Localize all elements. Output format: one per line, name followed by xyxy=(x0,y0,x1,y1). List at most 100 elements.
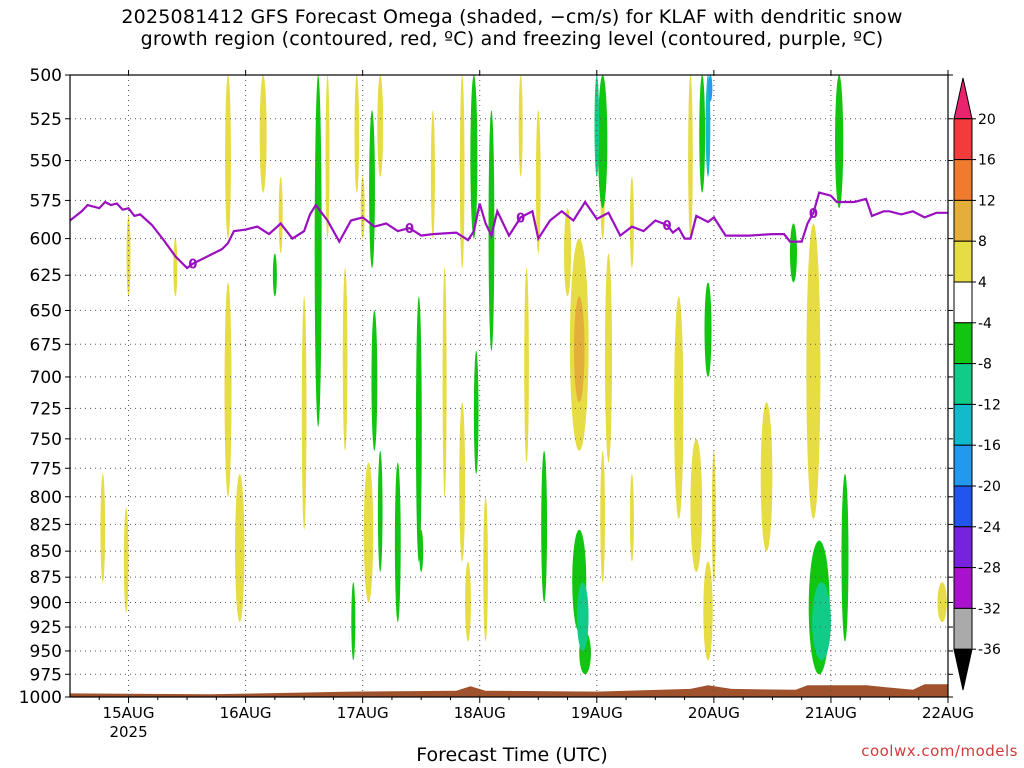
omega-region-62 xyxy=(841,474,849,642)
omega-region-5 xyxy=(259,75,267,193)
colorbar-label-3: 8 xyxy=(978,234,987,250)
omega-region-19 xyxy=(459,402,466,562)
y-tick-label-600: 600 xyxy=(30,230,62,250)
omega-region-14 xyxy=(363,462,374,603)
omega-region-64 xyxy=(812,582,831,661)
omega-region-32 xyxy=(690,438,703,573)
colorbar: 20 16 12 8 4 -4 -8 -12 -16 -20 -24 -28 -32 -36 xyxy=(953,77,1001,691)
colorbar-swatch-6 xyxy=(953,322,973,365)
x-tick-year-label: 2025 xyxy=(109,723,147,741)
omega-region-36 xyxy=(760,402,773,552)
omega-region-53 xyxy=(541,450,548,603)
chart-title-line-1: 2025081412 GFS Forecast Omega (shaded, −… xyxy=(121,6,903,28)
y-tick-label-525: 525 xyxy=(30,110,62,130)
x-tick-label-16: 16AUG xyxy=(220,704,272,722)
plot-background xyxy=(70,75,948,697)
omega-region-7 xyxy=(235,474,245,623)
omega-region-30 xyxy=(629,474,634,562)
omega-region-48 xyxy=(351,582,356,661)
omega-region-45 xyxy=(394,462,401,623)
x-tick-label-17: 17AUG xyxy=(337,704,389,722)
colorbar-label-4: 4 xyxy=(978,275,987,291)
colorbar-swatch-2 xyxy=(953,159,973,201)
y-tick-label-700: 700 xyxy=(30,368,62,388)
omega-region-29 xyxy=(600,450,605,583)
colorbar-label-12: -32 xyxy=(978,601,1001,617)
omega-region-37 xyxy=(806,223,821,519)
omega-region-16 xyxy=(430,110,435,239)
omega-region-43 xyxy=(371,310,378,451)
omega-shading xyxy=(100,74,947,675)
omega-region-2 xyxy=(100,474,106,583)
y-tick-label-625: 625 xyxy=(30,266,62,286)
omega-region-57 xyxy=(699,75,706,193)
y-tick-label-925: 925 xyxy=(30,618,62,638)
colorbar-label-9: -20 xyxy=(978,479,1001,495)
omega-region-22 xyxy=(518,75,523,177)
omega-region-42 xyxy=(369,110,375,269)
omega-region-50 xyxy=(470,74,478,239)
y-tick-label-850: 850 xyxy=(30,542,62,562)
y-tick-label-575: 575 xyxy=(30,191,62,211)
omega-region-63 xyxy=(576,582,589,651)
omega-region-6 xyxy=(224,282,232,497)
omega-region-17 xyxy=(442,268,447,497)
x-tick-label-21: 21AUG xyxy=(805,704,857,722)
x-tick-label-15: 15AUG xyxy=(103,704,155,722)
colorbar-swatch-3 xyxy=(953,199,973,242)
omega-region-34 xyxy=(688,74,693,239)
y-axis: 500 525 550 575 600 625 650 675 700 725 750 775 800 8… xyxy=(19,66,953,708)
y-tick-label-775: 775 xyxy=(30,459,62,479)
colorbar-label-7: -12 xyxy=(978,397,1001,413)
y-tick-label-650: 650 xyxy=(30,301,62,321)
omega-region-58 xyxy=(704,282,712,377)
x-tick-label-19: 19AUG xyxy=(571,704,623,722)
colorbar-label-5: -4 xyxy=(978,316,992,332)
colorbar-swatch-7 xyxy=(953,363,973,405)
omega-region-38 xyxy=(937,582,947,623)
omega-region-8 xyxy=(301,296,307,530)
colorbar-swatch-13 xyxy=(953,607,973,650)
omega-region-52 xyxy=(473,350,479,475)
y-tick-label-975: 975 xyxy=(30,665,62,685)
colorbar-top-arrow xyxy=(953,77,973,120)
omega-region-51 xyxy=(488,110,495,351)
y-tick-label-750: 750 xyxy=(30,430,62,450)
colorbar-swatch-9 xyxy=(953,444,973,487)
omega-region-25 xyxy=(564,208,572,297)
colorbar-label-6: -8 xyxy=(978,357,992,373)
omega-region-24 xyxy=(524,268,529,463)
x-axis-label: Forecast Time (UTC) xyxy=(416,744,608,766)
omega-region-1 xyxy=(173,238,178,297)
omega-region-0 xyxy=(126,215,131,297)
x-tick-label-18: 18AUG xyxy=(454,704,506,722)
x-tick-label-22: 22AUG xyxy=(922,704,974,722)
omega-region-4 xyxy=(225,74,231,239)
y-tick-label-675: 675 xyxy=(30,335,62,355)
omega-region-59 xyxy=(789,223,797,283)
omega-region-28 xyxy=(604,253,613,463)
omega-region-40 xyxy=(573,296,585,403)
y-tick-label-550: 550 xyxy=(30,152,62,172)
colorbar-label-2: 12 xyxy=(978,193,996,209)
y-tick-label-825: 825 xyxy=(30,515,62,535)
source-credit: coolwx.com/models xyxy=(861,742,1018,760)
omega-region-23 xyxy=(535,110,541,254)
grid-lines xyxy=(70,75,948,697)
freezing-level-label-2: 0 xyxy=(516,211,525,226)
omega-region-20 xyxy=(465,561,471,642)
y-tick-label-500: 500 xyxy=(30,66,62,86)
omega-region-31 xyxy=(674,296,684,519)
colorbar-swatch-8 xyxy=(953,403,973,446)
chart-title-line-2: growth region (contoured, red, ºC) and f… xyxy=(140,28,884,50)
x-tick-label-20: 20AUG xyxy=(688,704,740,722)
colorbar-swatch-1 xyxy=(953,118,973,161)
freezing-level-label-4: 0 xyxy=(809,207,818,222)
omega-region-44 xyxy=(377,450,383,573)
colorbar-label-10: -24 xyxy=(978,520,1001,536)
y-tick-label-900: 900 xyxy=(30,593,62,613)
colorbar-bottom-arrow xyxy=(953,648,973,691)
freezing-level-label-1: 0 xyxy=(405,222,414,237)
